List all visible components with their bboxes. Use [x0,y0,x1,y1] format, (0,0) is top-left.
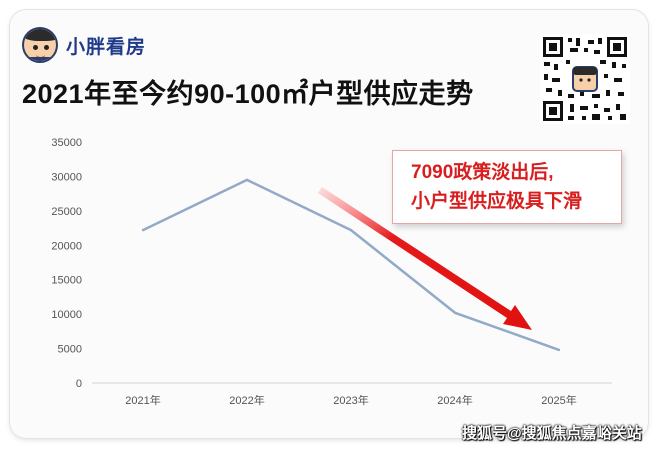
cartoon-avatar-icon [22,27,58,63]
qr-code-icon [540,34,630,124]
annotation-callout: 7090政策淡出后, 小户型供应极具下滑 [392,150,622,224]
y-tick-label: 0 [76,378,82,390]
callout-line-2: 小户型供应极具下滑 [411,191,583,212]
y-tick-label: 15000 [51,275,82,287]
brand-header: 小胖看房 [22,25,146,65]
data-point [349,228,353,232]
data-point [453,311,457,314]
y-tick-label: 35000 [51,137,82,149]
chart-title: 2021年至今约90-100㎡户型供应走势 [22,79,474,109]
y-tick-label: 30000 [51,171,82,183]
x-axis: 2021年 2022年 2023年 2024年 2025年 [125,393,576,407]
y-tick-label: 25000 [51,206,82,218]
x-tick-label: 2025年 [541,393,576,407]
series-lines [141,178,561,352]
y-axis: 0 5000 10000 15000 20000 25000 30000 35000 [51,137,82,390]
brand-name: 小胖看房 [66,36,147,58]
watermark: 搜狐号@搜狐焦点嘉峪关站 [462,425,642,442]
data-point [141,228,145,232]
data-point [557,348,561,352]
y-tick-label: 10000 [51,309,82,321]
trend-arrow-shape [318,187,532,330]
x-tick-label: 2024年 [437,393,472,407]
y-tick-label: 5000 [58,344,82,356]
y-tick-label: 20000 [51,240,82,252]
x-tick-label: 2021年 [125,393,160,407]
trend-arrow [318,187,532,330]
x-tick-label: 2022年 [229,393,264,407]
x-tick-label: 2023年 [333,393,368,407]
callout-line-1: 7090政策淡出后, [411,162,554,183]
data-point [245,178,249,182]
